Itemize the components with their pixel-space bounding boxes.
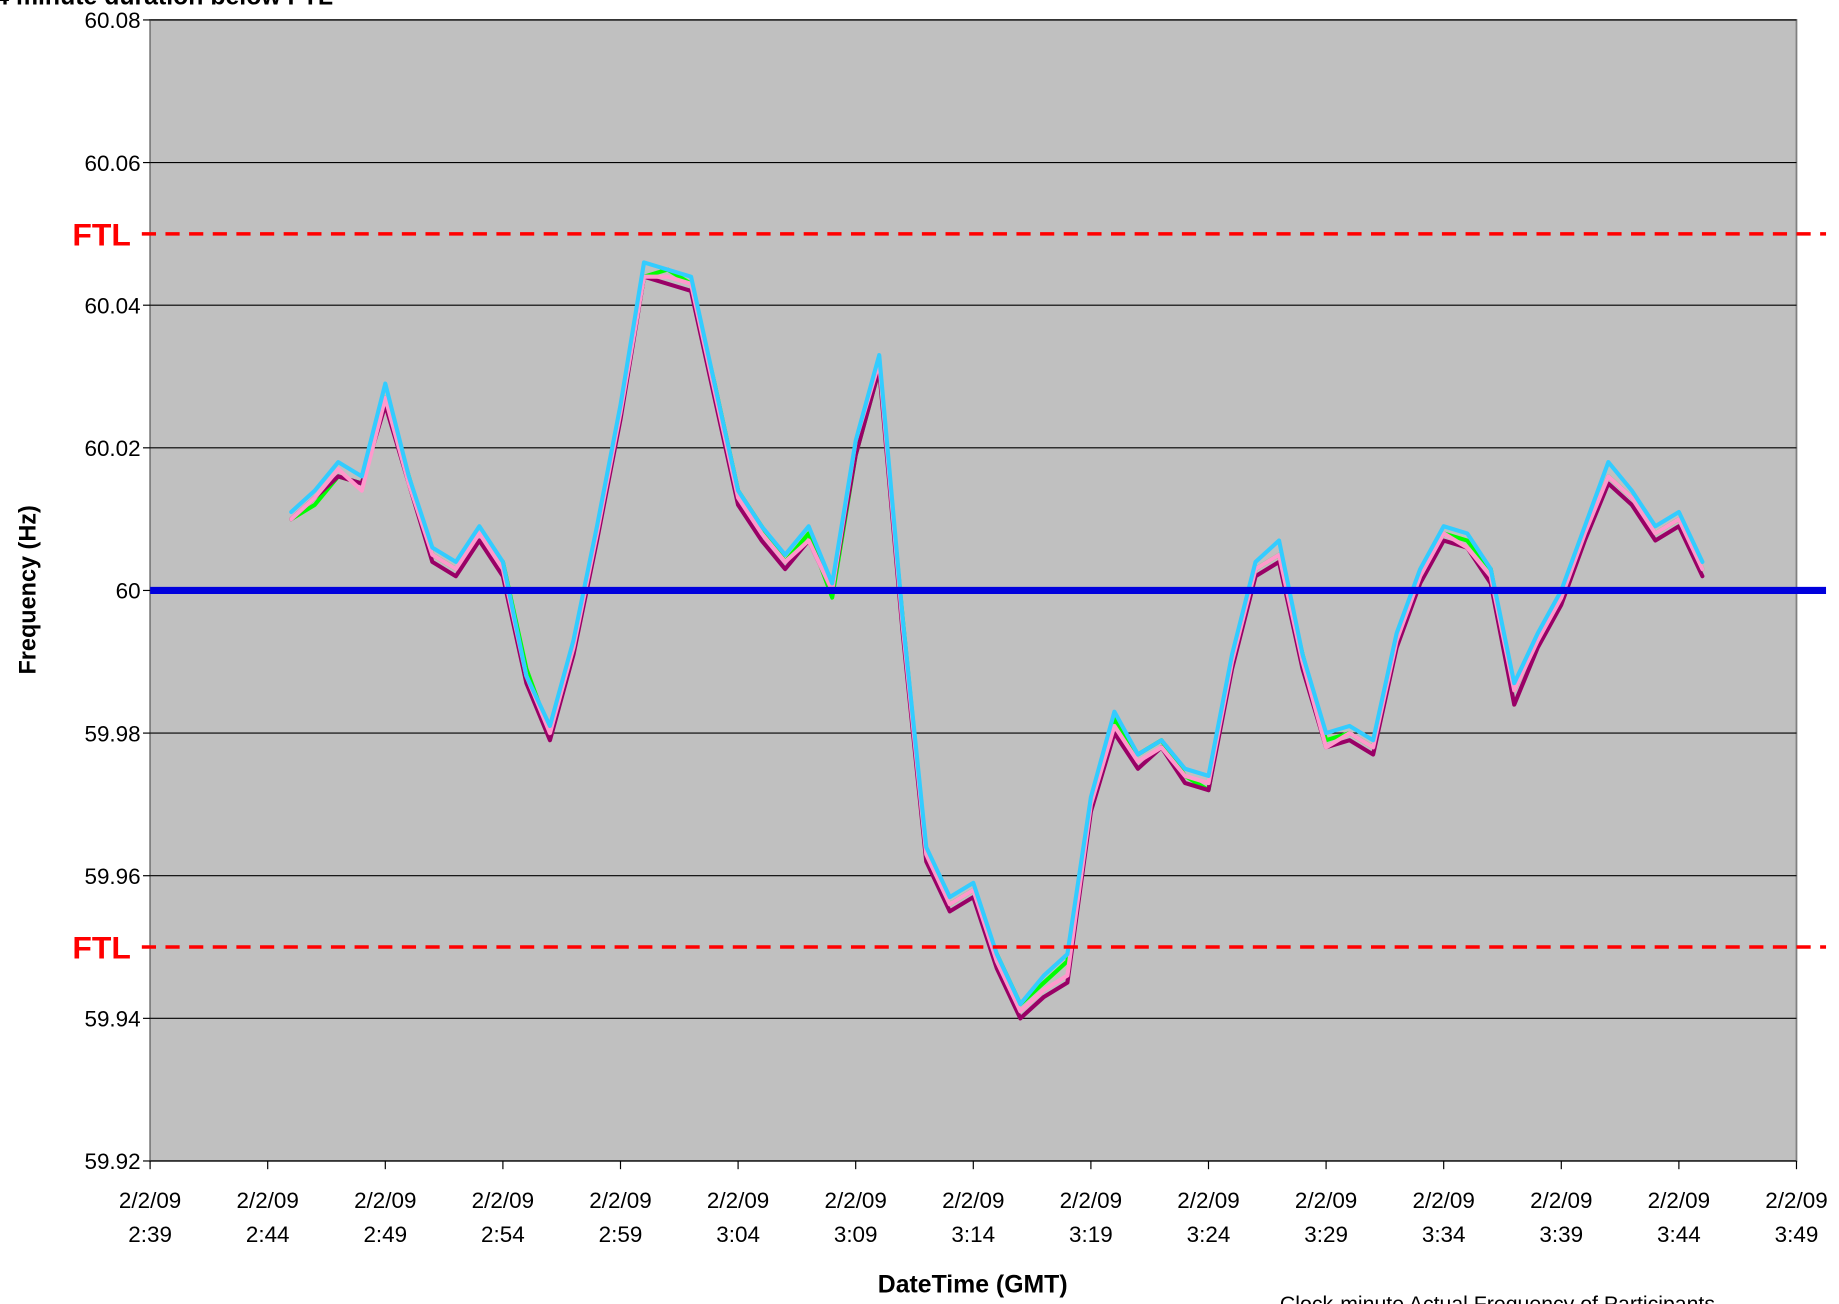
x-tick-label: 2/2/09 2:59 [589, 1188, 651, 1247]
x-tick-label: 2/2/09 3:24 [1177, 1188, 1239, 1247]
reference-label: FTL [72, 217, 130, 253]
x-tick-label: 2/2/09 3:19 [1060, 1188, 1122, 1247]
y-tick-label: 59.96 [84, 864, 140, 889]
reference-label: FTL [72, 930, 130, 966]
x-tick-label: 2/2/09 3:04 [707, 1188, 769, 1247]
x-tick-label: 2/2/09 2:39 [119, 1188, 181, 1247]
y-tick-label: 59.92 [84, 1149, 140, 1174]
x-tick-label: 2/2/09 3:34 [1412, 1188, 1474, 1247]
y-tick-label: 59.98 [84, 721, 140, 746]
series-line [289, 260, 1705, 1007]
x-axis-label: DateTime (GMT) [878, 1271, 1068, 1298]
y-tick-label: 60.02 [84, 436, 140, 461]
y-axis-label: Frequency (Hz) [14, 505, 40, 674]
y-tick-label: 60.04 [84, 293, 140, 318]
y-tick-label: 60 [116, 579, 141, 604]
x-tick-label: 2/2/09 3:49 [1765, 1188, 1827, 1247]
x-tick-label: 2/2/09 2:49 [354, 1188, 416, 1247]
y-tick-label: 59.94 [84, 1007, 140, 1032]
y-tick-label: 60.08 [84, 8, 140, 33]
x-tick-label: 2/2/09 3:39 [1530, 1188, 1592, 1247]
x-tick-label: 2/2/09 3:14 [942, 1188, 1004, 1247]
y-tick-label: 60.06 [84, 151, 140, 176]
x-tick-label: 2/2/09 3:09 [824, 1188, 886, 1247]
x-tick-label: 2/2/09 2:44 [236, 1188, 298, 1247]
x-tick-label: 2/2/09 3:44 [1648, 1188, 1710, 1247]
footer: Clock-minute Actual Frequency of Partici… [1280, 1293, 1715, 1304]
x-tick-label: 2/2/09 2:54 [472, 1188, 534, 1247]
x-tick-label: 2/2/09 3:29 [1295, 1188, 1357, 1247]
chart-title: 4 minute duration below FTL [0, 0, 333, 11]
